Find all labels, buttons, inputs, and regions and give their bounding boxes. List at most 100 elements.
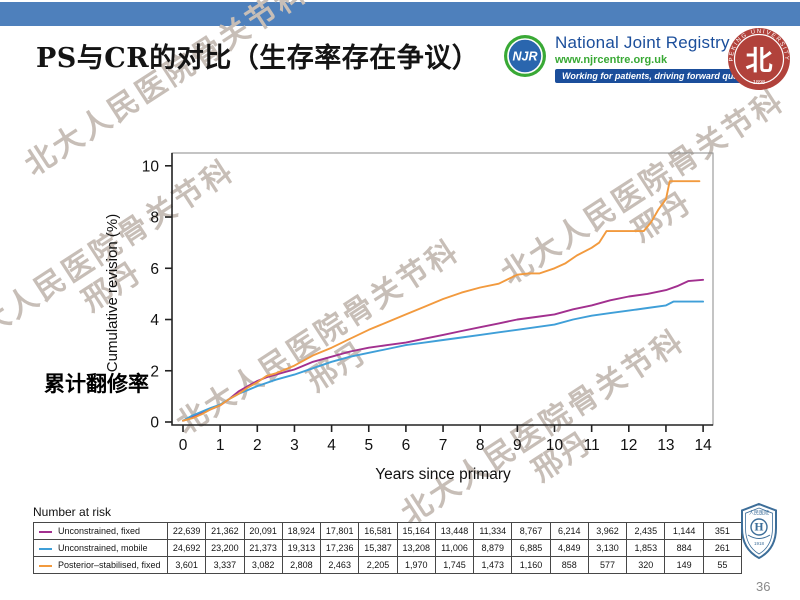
risk-value: 17,801 xyxy=(320,522,360,540)
risk-value: 1,970 xyxy=(396,556,436,574)
risk-value: 3,601 xyxy=(166,556,207,574)
risk-value: 2,205 xyxy=(358,556,398,574)
risk-value: 1,160 xyxy=(511,556,551,574)
risk-value: 6,214 xyxy=(549,522,589,540)
risk-value: 858 xyxy=(549,556,589,574)
y-tick-label: 10 xyxy=(142,158,160,175)
risk-value: 13,448 xyxy=(434,522,475,540)
x-tick-label: 4 xyxy=(327,437,336,454)
risk-value: 149 xyxy=(664,556,704,574)
risk-value: 577 xyxy=(587,556,628,574)
risk-row-label: Posterior–stabilised, fixed xyxy=(33,556,168,574)
number-at-risk-section: Number at risk Unconstrained, fixed 22,63… xyxy=(33,505,745,574)
risk-value: 16,581 xyxy=(358,522,398,540)
risk-value: 15,387 xyxy=(358,539,398,557)
x-tick-label: 1 xyxy=(216,437,225,454)
y-axis-title: Cumulative revision (%) xyxy=(104,214,121,372)
risk-value: 18,924 xyxy=(281,522,322,540)
x-tick-label: 3 xyxy=(290,437,299,454)
risk-row-label: Unconstrained, mobile xyxy=(33,539,168,557)
risk-value: 21,362 xyxy=(205,522,245,540)
legend-dash-icon xyxy=(39,530,52,533)
legend-dash-icon xyxy=(39,547,52,550)
njr-logo: NJR National Joint Registry www.njrcentr… xyxy=(502,33,759,83)
risk-value: 23,200 xyxy=(205,539,245,557)
risk-value: 2,435 xyxy=(626,522,666,540)
y-tick-label: 8 xyxy=(150,210,159,227)
risk-value: 3,337 xyxy=(205,556,245,574)
risk-value: 320 xyxy=(626,556,666,574)
cumulative-revision-cn-label: 累计翻修率 xyxy=(44,371,149,396)
axes-spines xyxy=(171,153,713,426)
slide-title: PS与CR的对比（生存率存在争议） xyxy=(36,43,480,74)
risk-value: 19,313 xyxy=(281,539,322,557)
svg-text:1918: 1918 xyxy=(754,541,765,546)
njr-circle-icon: NJR xyxy=(504,35,546,77)
risk-value: 3,130 xyxy=(587,539,628,557)
risk-value: 4,849 xyxy=(549,539,589,557)
risk-value: 884 xyxy=(664,539,704,557)
hospital-badge-icon: 人民医院 H 1918 xyxy=(740,502,778,565)
svg-text:1898: 1898 xyxy=(753,80,765,86)
x-tick-label: 11 xyxy=(584,437,600,454)
svg-text:H: H xyxy=(754,523,763,534)
x-tick-label: 13 xyxy=(657,437,674,454)
risk-row: Unconstrained, mobile 24,692 23,200 21,373 1… xyxy=(33,539,743,557)
njr-url: www.njrcentre.org.uk xyxy=(555,54,668,66)
risk-value: 20,091 xyxy=(243,522,283,540)
number-at-risk-table: Unconstrained, fixed 22,639 21,362 20,091 18… xyxy=(33,522,743,574)
page-number: 36 xyxy=(756,579,771,594)
risk-row-label: Unconstrained, fixed xyxy=(33,522,168,540)
risk-value: 13,208 xyxy=(396,539,436,557)
risk-value: 24,692 xyxy=(166,539,207,557)
risk-value: 1,745 xyxy=(434,556,475,574)
risk-value: 1,144 xyxy=(664,522,704,540)
svg-text:NJR: NJR xyxy=(512,50,537,64)
risk-value: 3,082 xyxy=(243,556,283,574)
risk-value: 8,879 xyxy=(473,539,513,557)
risk-value: 11,006 xyxy=(434,539,475,557)
x-tick-label: 0 xyxy=(179,437,188,454)
risk-row: Unconstrained, fixed 22,639 21,362 20,091 18… xyxy=(33,522,743,540)
x-tick-label: 5 xyxy=(364,437,373,454)
x-tick-label: 14 xyxy=(694,437,712,454)
risk-value: 1,853 xyxy=(626,539,666,557)
njr-name: National Joint Registry xyxy=(555,33,730,52)
risk-value: 351 xyxy=(702,522,743,540)
risk-value: 1,473 xyxy=(473,556,513,574)
number-at-risk-title: Number at risk xyxy=(33,505,112,519)
risk-value: 15,164 xyxy=(396,522,436,540)
risk-value: 21,373 xyxy=(243,539,283,557)
x-tick-label: 7 xyxy=(439,437,448,454)
x-axis-title: Years since primary xyxy=(375,466,511,483)
x-tick-label: 12 xyxy=(620,437,637,454)
risk-row: Posterior–stabilised, fixed 3,601 3,337 3,0… xyxy=(33,556,743,574)
risk-value: 3,962 xyxy=(587,522,628,540)
series-line xyxy=(182,180,701,422)
risk-value: 6,885 xyxy=(511,539,551,557)
risk-value: 261 xyxy=(702,539,743,557)
legend-dash-icon xyxy=(39,564,52,567)
njr-tagline: Working for patients, driving forward qu… xyxy=(555,69,759,83)
x-tick-label: 9 xyxy=(513,437,522,454)
x-tick-label: 10 xyxy=(546,437,564,454)
x-tick-label: 8 xyxy=(476,437,485,454)
y-tick-label: 6 xyxy=(150,261,159,278)
risk-value: 8,767 xyxy=(511,522,551,540)
risk-value: 55 xyxy=(702,556,743,574)
x-tick-label: 6 xyxy=(402,437,411,454)
accent-bar xyxy=(0,2,800,26)
y-tick-label: 4 xyxy=(150,312,159,329)
y-tick-label: 0 xyxy=(150,415,159,432)
series-line xyxy=(182,300,705,422)
series-line xyxy=(182,278,705,422)
risk-value: 2,808 xyxy=(281,556,322,574)
svg-text:北: 北 xyxy=(746,46,773,77)
risk-value: 22,639 xyxy=(166,522,207,540)
pku-seal-icon: PEKING UNIVERSITY 北 1898 xyxy=(726,26,792,97)
y-tick-label: 2 xyxy=(150,363,159,380)
risk-value: 2,463 xyxy=(320,556,360,574)
risk-value: 11,334 xyxy=(473,522,513,540)
